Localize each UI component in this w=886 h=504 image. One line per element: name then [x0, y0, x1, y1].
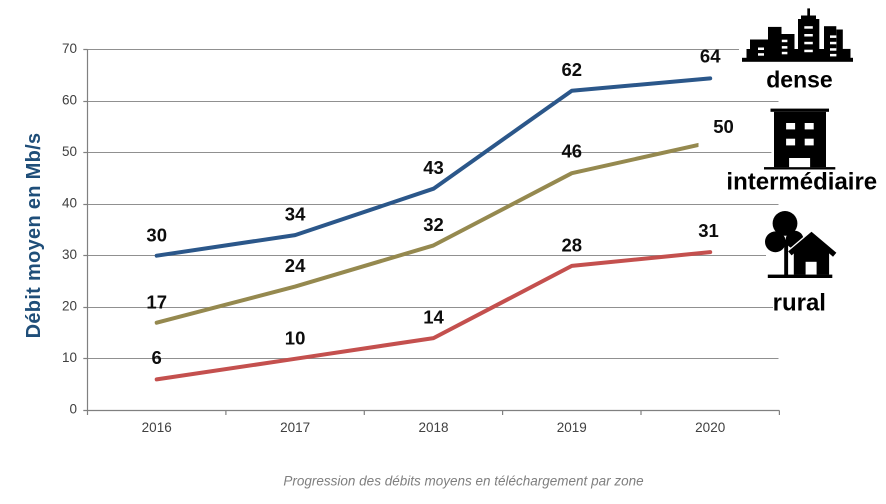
svg-text:34: 34 [285, 204, 306, 225]
svg-text:6: 6 [152, 347, 162, 368]
svg-text:40: 40 [62, 196, 77, 211]
svg-text:0: 0 [69, 402, 77, 417]
svg-text:62: 62 [562, 59, 583, 80]
svg-text:30: 30 [62, 247, 77, 262]
svg-text:60: 60 [62, 92, 77, 107]
svg-text:24: 24 [285, 255, 306, 276]
svg-text:46: 46 [562, 141, 583, 162]
svg-text:2018: 2018 [418, 420, 448, 435]
svg-text:20: 20 [62, 299, 77, 314]
svg-text:dense: dense [766, 67, 832, 93]
svg-text:2020: 2020 [695, 420, 725, 435]
svg-text:64: 64 [700, 46, 721, 67]
svg-text:50: 50 [713, 116, 734, 137]
svg-text:31: 31 [698, 220, 719, 241]
svg-text:intermédiaire: intermédiaire [726, 168, 877, 195]
svg-text:Progression des débits moyens: Progression des débits moyens en télécha… [283, 474, 643, 489]
svg-text:2017: 2017 [280, 420, 310, 435]
svg-text:2019: 2019 [557, 420, 587, 435]
svg-text:2016: 2016 [142, 420, 172, 435]
svg-text:32: 32 [423, 214, 444, 235]
svg-text:28: 28 [562, 235, 583, 256]
svg-text:50: 50 [62, 144, 77, 159]
svg-text:43: 43 [423, 157, 444, 178]
svg-text:Débit moyen en Mb/s: Débit moyen en Mb/s [23, 133, 45, 339]
svg-text:14: 14 [423, 307, 444, 328]
svg-text:10: 10 [285, 327, 306, 348]
svg-text:70: 70 [62, 41, 77, 56]
svg-text:rural: rural [773, 290, 826, 317]
svg-text:30: 30 [146, 224, 167, 245]
svg-text:10: 10 [62, 350, 77, 365]
svg-text:17: 17 [146, 291, 167, 312]
